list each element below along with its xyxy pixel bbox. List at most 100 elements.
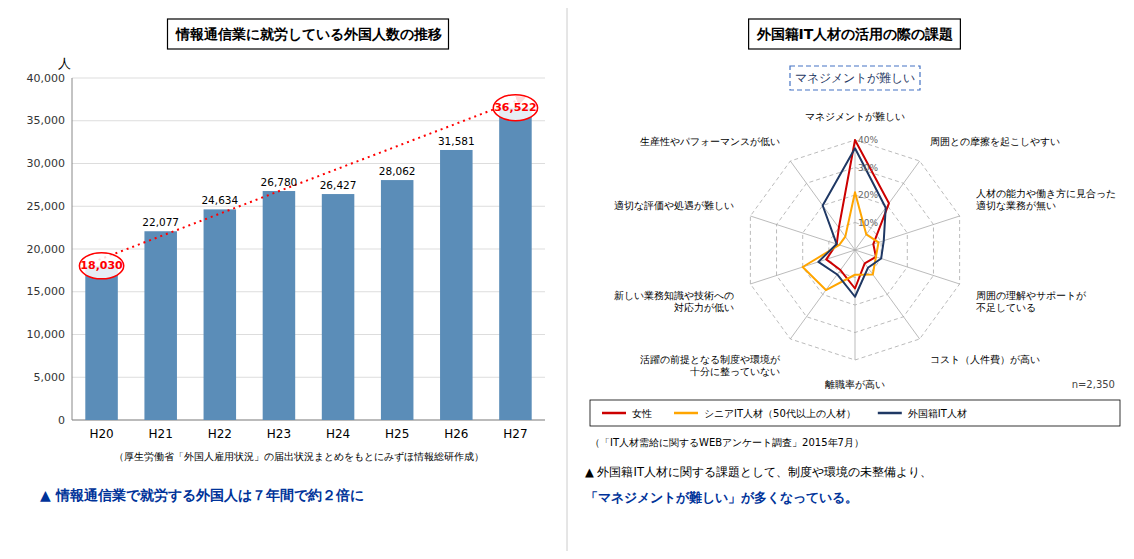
legend-label: シニアIT人材（50代以上の人材） bbox=[704, 408, 856, 419]
y-tick-label: 5,000 bbox=[34, 371, 66, 384]
bar bbox=[499, 108, 532, 420]
highlight-ellipse bbox=[493, 95, 537, 121]
bar bbox=[85, 266, 118, 420]
category-label-line: 生産性やパフォーマンスが低い bbox=[640, 136, 780, 147]
category-label: 周囲の理解やサポートが不足している bbox=[976, 290, 1087, 313]
x-tick-label: H25 bbox=[385, 427, 409, 441]
legend-swatch bbox=[602, 412, 626, 415]
category-label: 人材の能力や働き方に見合った適切な業務が無い bbox=[976, 188, 1116, 211]
legend-label: 女性 bbox=[632, 408, 652, 419]
category-label: 離職率が高い bbox=[825, 379, 885, 390]
footnote: 「マネジメントが難しい」が多くなっている。 bbox=[585, 490, 858, 505]
y-tick-label: 40,000 bbox=[27, 72, 66, 85]
bar-grid bbox=[72, 78, 545, 420]
x-tick-label: H27 bbox=[503, 427, 527, 441]
radar-series bbox=[803, 140, 889, 297]
category-label-line: 適切な評価や処遇が難しい bbox=[614, 200, 734, 211]
radial-tick-label: 30% bbox=[858, 163, 878, 173]
radar-grid bbox=[750, 140, 959, 360]
data-label: 18,030 bbox=[80, 259, 123, 272]
spoke bbox=[855, 250, 856, 360]
x-tick-label: H24 bbox=[326, 427, 350, 441]
grid-line bbox=[72, 120, 545, 121]
figure: 情報通信業に就労している外国人数の推移05,00010,00015,00020,… bbox=[0, 0, 1134, 559]
x-tick-label: H26 bbox=[444, 427, 468, 441]
category-label: 生産性やパフォーマンスが低い bbox=[640, 136, 780, 147]
legend-label: 外国籍IT人材 bbox=[908, 408, 967, 419]
bar bbox=[322, 194, 355, 420]
category-label-line: 適切な業務が無い bbox=[976, 200, 1056, 211]
bars bbox=[85, 108, 531, 420]
grid-line bbox=[72, 334, 545, 335]
radar-title: 外国籍IT人材の活用の際の課題 bbox=[756, 26, 954, 42]
grid-line bbox=[72, 377, 545, 378]
grid-line bbox=[72, 420, 545, 421]
bar-title-box bbox=[168, 19, 449, 49]
data-label: 26,780 bbox=[261, 176, 298, 188]
category-label: コスト（人件費）が高い bbox=[930, 354, 1040, 365]
radar-box-label-group: マネジメントが難しい bbox=[790, 66, 920, 90]
source-note: （「IT人材需給に関するWEBアンケート調査」2015年7月） bbox=[590, 437, 864, 448]
grid-ring bbox=[750, 140, 959, 360]
x-tick-label: H21 bbox=[149, 427, 173, 441]
grid-line bbox=[72, 78, 545, 79]
bar bbox=[204, 209, 237, 420]
legend-box bbox=[590, 400, 1120, 426]
category-label: 活躍の前提となる制度や環境が十分に整っていない bbox=[640, 354, 781, 377]
data-label: 28,062 bbox=[379, 165, 416, 177]
bar bbox=[144, 231, 177, 420]
category-label: マネジメントが難しい bbox=[805, 111, 905, 122]
category-label-line: 周囲の理解やサポートが bbox=[976, 290, 1087, 301]
category-label-line: 十分に整っていない bbox=[690, 366, 780, 377]
sample-size: n=2,350 bbox=[1072, 379, 1115, 390]
y-axis-line bbox=[72, 78, 73, 420]
legend-swatch bbox=[878, 412, 902, 415]
background bbox=[0, 0, 1134, 559]
x-tick-label: H20 bbox=[89, 427, 113, 441]
y-tick-label: 25,000 bbox=[27, 200, 66, 213]
data-label: 22,077 bbox=[142, 216, 179, 228]
trend-arrow bbox=[99, 98, 525, 260]
category-label-line: 離職率が高い bbox=[825, 379, 885, 390]
radar-box-label-box bbox=[790, 66, 920, 90]
grid-line bbox=[72, 291, 545, 292]
y-tick-label: 30,000 bbox=[27, 157, 66, 170]
category-label-line: 人材の能力や働き方に見合った bbox=[976, 188, 1116, 199]
spoke bbox=[855, 216, 960, 250]
y-tick-label: 35,000 bbox=[27, 114, 66, 127]
data-label: 24,634 bbox=[201, 194, 238, 206]
y-tick-label: 15,000 bbox=[27, 285, 66, 298]
category-label: 周囲との摩擦を起こしやすい bbox=[930, 136, 1060, 147]
y-tick-label: 0 bbox=[58, 414, 65, 427]
x-tick-label: H23 bbox=[267, 427, 291, 441]
x-axis-line bbox=[72, 420, 545, 421]
radar-box-label: マネジメントが難しい bbox=[795, 71, 915, 85]
category-label-line: 活躍の前提となる制度や環境が bbox=[640, 354, 781, 365]
grid-line bbox=[72, 249, 545, 250]
legend: 女性 シニアIT人材（50代以上の人材） 外国籍IT人材 bbox=[590, 400, 1120, 426]
category-label-line: マネジメントが難しい bbox=[805, 111, 905, 122]
radar-line bbox=[803, 192, 879, 290]
data-label: 26,427 bbox=[320, 179, 357, 191]
data-label: 36,522 bbox=[494, 101, 536, 114]
bar bbox=[263, 191, 296, 420]
radar-line bbox=[826, 140, 889, 289]
footnote: ▲ 情報通信業で就労する外国人は７年間で約２倍に bbox=[40, 487, 364, 503]
grid-line bbox=[72, 163, 545, 164]
spoke bbox=[790, 250, 855, 339]
category-label-line: 対応力が低い bbox=[674, 302, 734, 313]
radar-title-group: 外国籍IT人材の活用の際の課題 bbox=[749, 19, 961, 49]
category-label-line: 新しい業務知識や技術への bbox=[614, 290, 734, 301]
radar-line bbox=[818, 148, 885, 297]
bar bbox=[381, 180, 414, 420]
bar bbox=[440, 150, 473, 420]
bar-title-group: 情報通信業に就労している外国人数の推移 bbox=[168, 19, 449, 49]
radial-tick-label: 40% bbox=[858, 135, 878, 145]
category-label: 新しい業務知識や技術への対応力が低い bbox=[614, 290, 734, 313]
grid-line bbox=[72, 206, 545, 207]
bar-title: 情報通信業に就労している外国人数の推移 bbox=[175, 26, 442, 42]
y-tick-label: 20,000 bbox=[27, 243, 66, 256]
category-label: 適切な評価や処遇が難しい bbox=[614, 200, 734, 211]
data-label: 31,581 bbox=[438, 135, 475, 147]
source-note: （厚生労働省「外国人雇用状況」の届出状況まとめをもとにみずほ情報総研作成） bbox=[114, 451, 484, 463]
